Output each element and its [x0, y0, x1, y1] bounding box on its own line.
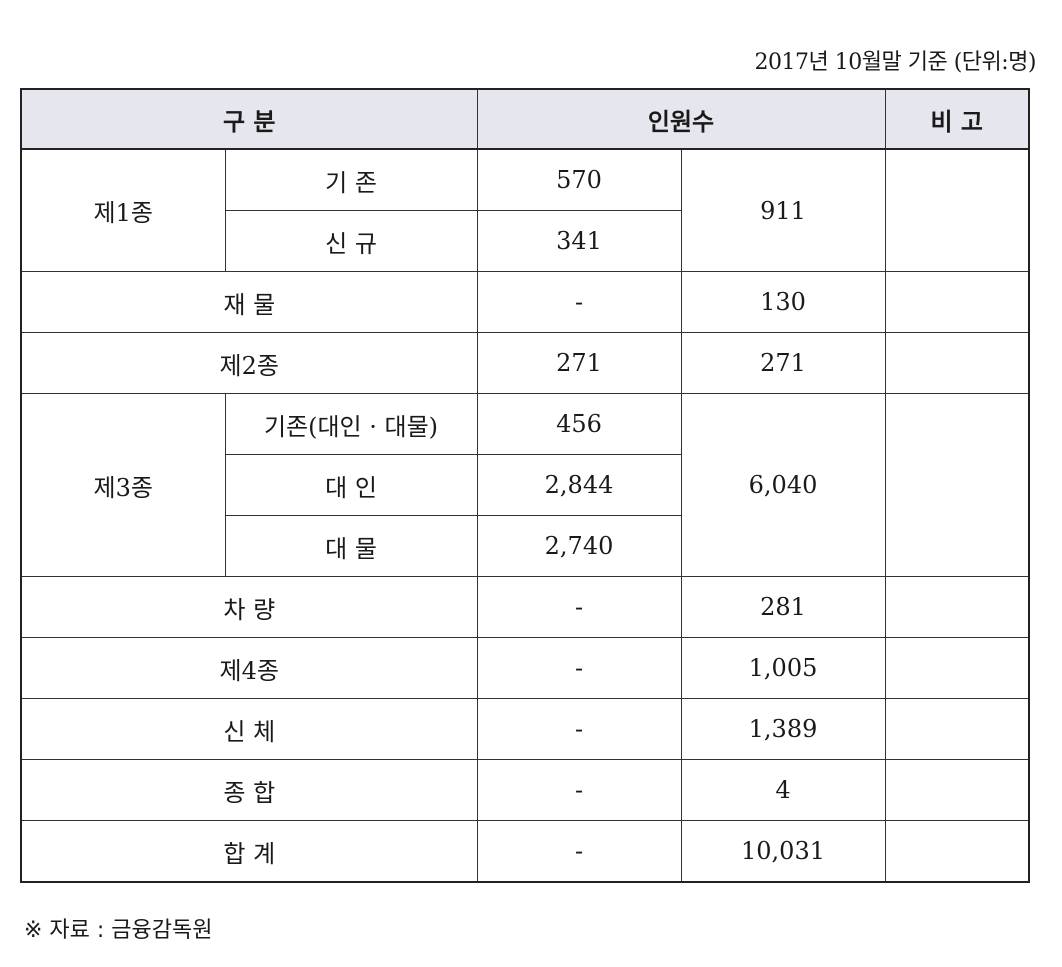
- vehicle-remarks: [884, 576, 1030, 638]
- type3-label: 제3종: [20, 393, 226, 577]
- body-remarks: [884, 698, 1030, 760]
- type2-total: 271: [680, 332, 886, 394]
- type2-remarks: [884, 332, 1030, 394]
- type4-label: 제4종: [20, 637, 478, 699]
- license-count-table: 구 분 인원수 비 고 제1종 기 존 570 911 신 규 341 재 물 …: [20, 88, 1031, 883]
- source-footnote: ※ 자료 : 금융감독원: [24, 918, 213, 943]
- vehicle-total: 281: [680, 576, 886, 638]
- type3-bodily-label: 대 인: [224, 454, 478, 516]
- comprehensive-total: 4: [680, 759, 886, 821]
- sum-total: 10,031: [680, 820, 886, 883]
- body-sub: -: [476, 698, 682, 760]
- vehicle-label: 차 량: [20, 576, 478, 638]
- table-row: 제3종 기존(대인 · 대물) 456 6,040: [20, 393, 1030, 577]
- table-row: 제4종 - 1,005: [20, 637, 1030, 699]
- table-row: 합 계 - 10,031: [20, 820, 1030, 883]
- type2-label: 제2종: [20, 332, 478, 394]
- property-remarks: [884, 271, 1030, 333]
- type3-remarks: [884, 393, 1030, 577]
- type1-label: 제1종: [20, 148, 226, 272]
- comprehensive-label: 종 합: [20, 759, 478, 821]
- table-row: 신 규 341: [21, 210, 1029, 272]
- property-label: 재 물: [20, 271, 478, 333]
- table-header-row: 구 분 인원수 비 고: [20, 88, 1030, 150]
- property-total: 130: [680, 271, 886, 333]
- table-row: 신 체 - 1,389: [20, 698, 1030, 760]
- type1-remarks: [884, 148, 1030, 272]
- type1-existing-label: 기 존: [224, 148, 478, 211]
- sum-sub: -: [476, 820, 682, 883]
- header-count: 인원수: [476, 88, 886, 150]
- property-sub: -: [476, 271, 682, 333]
- body-label: 신 체: [20, 698, 478, 760]
- type3-existing-label: 기존(대인 · 대물): [224, 393, 478, 455]
- table-row: 제2종 271 271: [20, 332, 1030, 394]
- type2-sub: 271: [476, 332, 682, 394]
- table-caption: 2017년 10월말 기준 (단위:명): [754, 50, 1037, 75]
- sum-remarks: [884, 820, 1030, 883]
- comprehensive-remarks: [884, 759, 1030, 821]
- type3-bodily-value: 2,844: [476, 454, 682, 516]
- type4-sub: -: [476, 637, 682, 699]
- type3-total: 6,040: [680, 393, 886, 577]
- type3-property-value: 2,740: [476, 515, 682, 577]
- table-row: 대 물 2,740: [21, 515, 1029, 577]
- comprehensive-sub: -: [476, 759, 682, 821]
- table-row: 종 합 - 4: [20, 759, 1030, 821]
- type4-total: 1,005: [680, 637, 886, 699]
- table-row: 제1종 기 존 570 911: [20, 148, 1030, 272]
- header-remarks: 비 고: [884, 88, 1030, 150]
- table-row: 차 량 - 281: [20, 576, 1030, 638]
- type1-total: 911: [680, 148, 886, 272]
- type1-new-label: 신 규: [224, 210, 478, 272]
- vehicle-sub: -: [476, 576, 682, 638]
- header-category: 구 분: [20, 88, 478, 150]
- type3-property-label: 대 물: [224, 515, 478, 577]
- type1-existing-value: 570: [476, 148, 682, 211]
- table-row: 재 물 - 130: [20, 271, 1030, 333]
- body-total: 1,389: [680, 698, 886, 760]
- type4-remarks: [884, 637, 1030, 699]
- sum-label: 합 계: [20, 820, 478, 883]
- type3-existing-value: 456: [476, 393, 682, 455]
- type1-new-value: 341: [476, 210, 682, 272]
